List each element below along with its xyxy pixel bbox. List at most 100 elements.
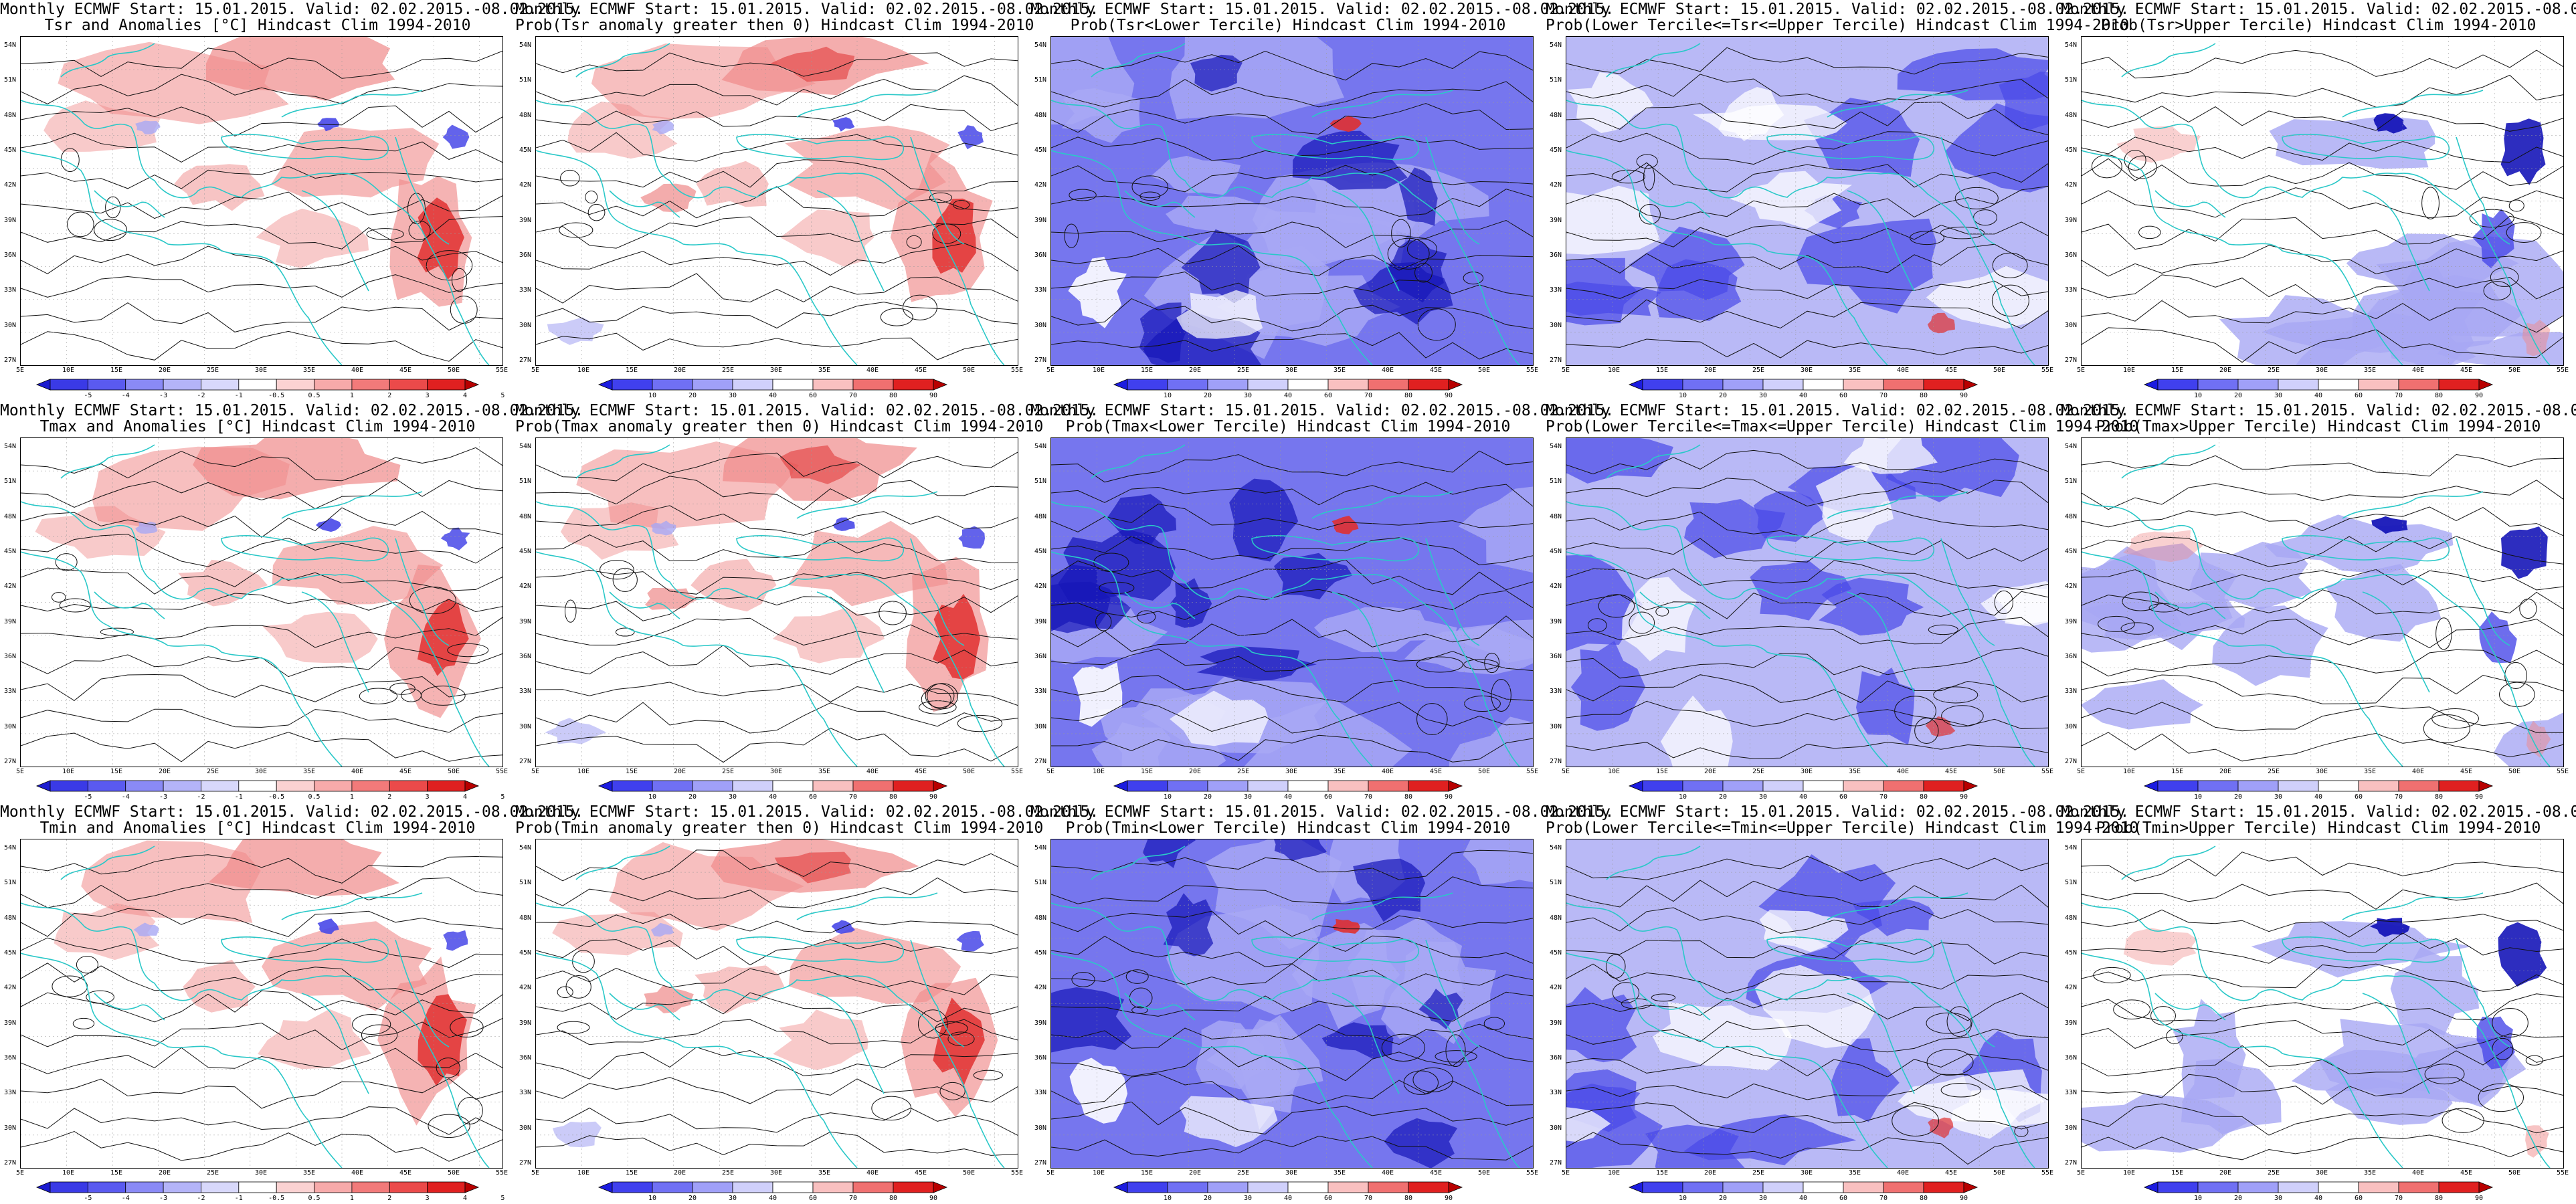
coastline-layer <box>21 444 490 767</box>
panel-title-variable: Tmin and Anomalies [°C] Hindcast Clim 19… <box>39 819 476 837</box>
latitude-label: 54N <box>4 41 17 49</box>
longitude-label: 25E <box>206 367 219 374</box>
latitude-label: 51N <box>1034 478 1047 486</box>
colorbar-segment <box>2398 780 2440 792</box>
colorbar-tick-label: -3 <box>159 793 168 801</box>
colorbar-tick-label: 80 <box>889 1195 898 1202</box>
colorbar-segment <box>2318 780 2359 792</box>
colorbar-tick-label: 30 <box>1758 1195 1768 1202</box>
map-area <box>2081 437 2564 767</box>
longitude-label: 40E <box>351 768 364 775</box>
latitude-label: 45N <box>519 548 532 555</box>
colorbar-tick-label: 60 <box>2354 392 2363 399</box>
latitude-label: 48N <box>4 914 17 922</box>
longitude-label: 35E <box>302 367 316 374</box>
longitude-label: 55E <box>1526 768 1539 775</box>
colorbar-segment <box>597 780 613 792</box>
latitude-label: 30N <box>1550 722 1562 730</box>
colorbar-tick-label: 60 <box>2354 793 2363 801</box>
colorbar-segment <box>464 780 480 792</box>
longitude-label: 25E <box>721 367 735 374</box>
latitude-label: 27N <box>4 357 17 364</box>
colorbar-tick-label: 90 <box>1959 392 1968 399</box>
colorbar-segment <box>1327 379 1369 391</box>
longitude-label: 15E <box>1655 367 1669 374</box>
longitude-label: 15E <box>2171 1169 2184 1177</box>
map-area <box>535 839 1018 1169</box>
forecast-panel: Monthly ECMWF Start: 15.01.2015. Valid: … <box>2061 0 2576 401</box>
panel-title-variable: Prob(Tmax anomaly greater then 0) Hindca… <box>515 418 1044 435</box>
latitude-label: 54N <box>519 844 532 851</box>
colorbar-tick-label: 20 <box>688 1195 697 1202</box>
colorbar-segment <box>50 379 88 391</box>
colorbar-tick-label: 70 <box>1879 793 1888 801</box>
longitude-label: 20E <box>158 1169 171 1177</box>
colorbar-tick-label: 90 <box>1959 1195 1968 1202</box>
colorbar-tick-label: 80 <box>1919 793 1928 801</box>
colorbar-segment <box>2143 780 2158 792</box>
latitude-label: 27N <box>1034 357 1047 364</box>
colorbar-segment <box>163 379 201 391</box>
colorbar-tick-label: 10 <box>2193 1195 2203 1202</box>
colorbar-segment <box>1113 1181 1128 1193</box>
anomaly-fill-layer <box>552 839 998 1148</box>
colorbar-tick-label: 2 <box>387 793 392 801</box>
longitude-label: 25E <box>2267 768 2280 775</box>
colorbar-tick-label: 40 <box>1799 1195 1808 1202</box>
latitude-label: 45N <box>4 146 17 154</box>
longitude-label: 10E <box>1092 367 1105 374</box>
colorbar-segment <box>2358 780 2399 792</box>
colorbar-segment <box>314 379 353 391</box>
latitude-label: 33N <box>519 286 532 294</box>
longitude-label: 55E <box>2041 768 2054 775</box>
longitude-label: 10E <box>62 1169 75 1177</box>
latitude-label: 39N <box>1550 617 1562 625</box>
longitude-label: 50E <box>962 1169 976 1177</box>
colorbar-segment <box>238 780 277 792</box>
colorbar-tick-label: 40 <box>2314 1195 2323 1202</box>
latitude-label: 51N <box>2065 879 2078 887</box>
longitude-label: 30E <box>2315 768 2328 775</box>
latitude-label: 42N <box>4 181 17 189</box>
colorbar-segment <box>238 379 277 391</box>
longitude-label: 45E <box>914 1169 927 1177</box>
colorbar-segment <box>2157 1181 2199 1193</box>
longitude-label: 25E <box>721 768 735 775</box>
colorbar-segment <box>893 1181 934 1193</box>
colorbar-tick-label: 70 <box>1364 793 1373 801</box>
latitude-label: 48N <box>1034 914 1047 922</box>
colorbar-tick-label: 60 <box>2354 1195 2363 1202</box>
colorbar-tick-label: 30 <box>1243 793 1253 801</box>
longitude-label: 20E <box>2219 1169 2232 1177</box>
colorbar-segment <box>50 1181 88 1193</box>
coastline-layer <box>1051 444 1520 767</box>
colorbar-tick-label: 3 <box>425 392 430 399</box>
colorbar-segment <box>1127 1181 1168 1193</box>
latitude-label: 51N <box>1550 879 1562 887</box>
colorbar-segment <box>652 1181 693 1193</box>
latitude-label: 27N <box>519 758 532 765</box>
colorbar-tick-label: 40 <box>768 392 777 399</box>
panel-title-run: Monthly ECMWF Start: 15.01.2015. Valid: … <box>1030 402 1615 419</box>
longitude-label: 10E <box>2122 1169 2136 1177</box>
longitude-label: 55E <box>2556 367 2569 374</box>
colorbar-segment <box>1628 1181 1643 1193</box>
latitude-label: 39N <box>2065 617 2078 625</box>
colorbar-tick-label: 80 <box>2434 392 2444 399</box>
latitude-label: 45N <box>1550 548 1562 555</box>
colorbar-tick-label: 20 <box>1203 793 1212 801</box>
panel-title-run: Monthly ECMWF Start: 15.01.2015. Valid: … <box>1546 402 2130 419</box>
colorbar-segment <box>812 780 854 792</box>
colorbar-tick-label: 40 <box>1283 793 1293 801</box>
latitude-label: 51N <box>1550 76 1562 84</box>
colorbar-tick-label: 30 <box>728 392 737 399</box>
longitude-label: 5E <box>1046 1169 1055 1177</box>
colorbar-tick-label: 20 <box>1203 1195 1212 1202</box>
colorbar-tick-label: -2 <box>197 1195 205 1202</box>
longitude-label: 15E <box>2171 367 2184 374</box>
colorbar-tick-label: 5 <box>500 793 505 801</box>
colorbar-segment <box>1327 1181 1369 1193</box>
colorbar-segment <box>1408 780 1449 792</box>
longitude-label: 30E <box>1800 768 1813 775</box>
coastline-layer <box>21 845 490 1168</box>
